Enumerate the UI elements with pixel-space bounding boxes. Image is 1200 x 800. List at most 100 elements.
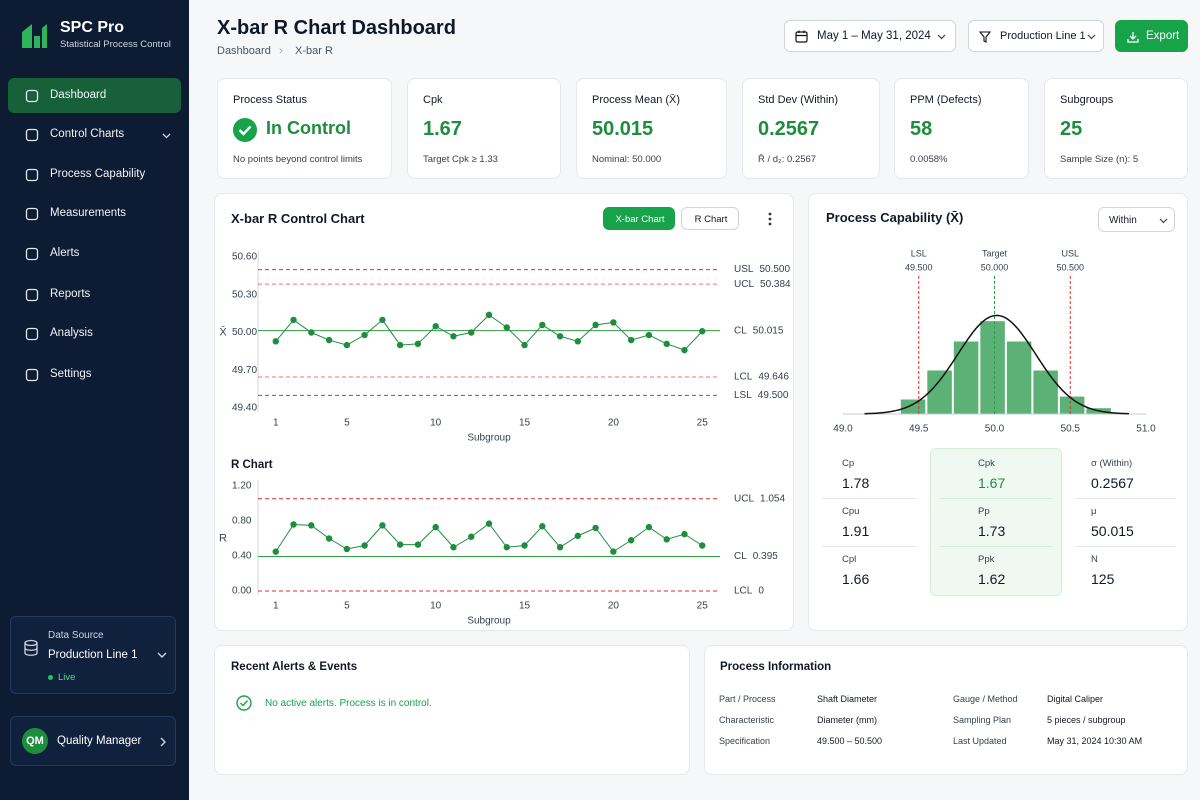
- breadcrumb[interactable]: Dashboard: [217, 45, 271, 57]
- nav-active: [8, 78, 181, 113]
- data-point: [521, 341, 528, 349]
- page-title: X-bar R Chart Dashboard: [217, 17, 456, 39]
- nav-icon: [25, 327, 39, 341]
- process-info-card: Process Information: [704, 645, 1188, 775]
- nav-item[interactable]: Alerts: [50, 247, 80, 259]
- data-point: [272, 338, 279, 345]
- x-tick-label: 15: [519, 418, 531, 429]
- divider: [822, 546, 917, 547]
- bar: [1059, 396, 1085, 414]
- data-point: [432, 523, 439, 531]
- data-source[interactable]: Data Source Production Line 1 Live: [10, 616, 176, 694]
- divider: [822, 498, 917, 499]
- mode-value: Within: [1109, 215, 1137, 226]
- ref-line-name: CL: [734, 551, 747, 562]
- y-tick-label: 0.40: [232, 551, 252, 562]
- nav-icon: [25, 247, 39, 261]
- y-tick-label: 1.20: [232, 481, 252, 492]
- data-point: [539, 321, 546, 329]
- nav-item[interactable]: Measurements: [50, 207, 127, 219]
- card-title: Process Information: [720, 661, 832, 673]
- user[interactable]: QM Quality Manager: [10, 716, 176, 766]
- kpi-value: 1.67: [423, 118, 462, 140]
- stat-value: 1.67: [978, 475, 1006, 491]
- data-point: [699, 328, 706, 335]
- r-tab[interactable]: R Chart: [681, 207, 739, 230]
- mode-select[interactable]: Within: [1098, 207, 1175, 232]
- data-point: [450, 333, 457, 340]
- kpi-note: No points beyond control limits: [233, 154, 363, 165]
- ref-line-value: 50.384: [760, 279, 791, 290]
- kpi-card: Cpk 1.67 Target Cpk ≥ 1.33: [407, 78, 561, 179]
- kpi-value: 25: [1060, 118, 1083, 140]
- data-point: [485, 520, 493, 527]
- kpi-value: 0.2567: [758, 118, 820, 140]
- ref-line-name: UCL: [734, 493, 754, 504]
- nav-item[interactable]: Process Capability: [50, 168, 146, 180]
- line-filter[interactable]: Production Line 1: [968, 20, 1104, 52]
- nav-item[interactable]: Control Charts: [50, 128, 125, 140]
- nav-item[interactable]: Reports: [50, 288, 91, 300]
- ref-line-name: LSL: [734, 390, 752, 401]
- data-point: [414, 340, 422, 348]
- data-point: [414, 541, 422, 548]
- y-axis-label: R: [219, 532, 227, 544]
- data-point: [627, 336, 635, 344]
- nav-icon: [25, 168, 39, 182]
- divider: [940, 498, 1052, 499]
- db-icon: [24, 639, 38, 656]
- series-line: [275, 314, 703, 351]
- data-point: [574, 532, 582, 540]
- kpi-card: Subgroups 25 Sample Size (n): 5: [1044, 78, 1188, 179]
- export-button[interactable]: Export: [1115, 20, 1188, 52]
- kpi-value: 58: [910, 118, 933, 140]
- data-point: [645, 523, 653, 531]
- kpi-note: Target Cpk ≥ 1.33: [423, 154, 498, 165]
- stat-value: 1.62: [978, 571, 1006, 587]
- x-tick-label: 1: [273, 601, 279, 612]
- bar: [980, 321, 1005, 414]
- more-menu[interactable]: [768, 212, 772, 226]
- histogram: 49.0 49.5 50.0 50.5 51.0 LSL 49.500 Target 50.00…: [833, 248, 1156, 434]
- ref-line-value: 0.395: [753, 551, 778, 562]
- kpi-label: Process Status: [233, 94, 307, 106]
- chevron: [162, 133, 171, 139]
- x-tick-label: 5: [344, 418, 350, 429]
- data-point: [325, 336, 333, 344]
- export-label: Export: [1146, 30, 1180, 42]
- ref-line-name: LCL: [734, 372, 753, 383]
- y-tick-label: 0.80: [232, 516, 252, 527]
- control-chart-card: X-bar R Control Chart X-bar Chart R Char…: [214, 193, 794, 631]
- data-point: [556, 333, 564, 340]
- bar: [1006, 341, 1032, 414]
- data-point: [539, 523, 546, 530]
- stat-value: 1.78: [842, 475, 870, 491]
- data-source-value: Production Line 1: [48, 649, 138, 661]
- ref-line-name: LSL: [911, 248, 927, 258]
- nav-item[interactable]: Analysis: [50, 327, 93, 339]
- x-axis-label: Subgroup: [467, 433, 511, 444]
- data-point: [308, 329, 315, 336]
- date-picker[interactable]: May 1 – May 31, 2024: [784, 20, 956, 52]
- data-point: [503, 324, 510, 331]
- nav-item[interactable]: Settings: [50, 368, 92, 380]
- y-tick-label: 0.00: [232, 586, 252, 597]
- ref-line-name: Target: [982, 248, 1008, 258]
- nav: Dashboard Control Charts Process Capabilit…: [0, 0, 189, 420]
- x-tick-label: 15: [519, 601, 531, 612]
- xbar-tab[interactable]: X-bar Chart: [603, 207, 675, 230]
- y-tick-label: 50.30: [232, 289, 257, 300]
- nav-item[interactable]: Dashboard: [50, 89, 107, 101]
- kpi-note: Nominal: 50.000: [592, 154, 662, 165]
- stat-value: 1.91: [842, 523, 870, 539]
- data-point: [361, 542, 368, 549]
- kpi-card: PPM (Defects) 58 0.0058%: [894, 78, 1029, 179]
- data-point: [663, 340, 670, 348]
- ref-line-name: LCL: [734, 586, 753, 597]
- ref-line-value: 50.015: [753, 325, 784, 336]
- brand: SPC Pro: [60, 19, 125, 36]
- y-tick-label: 49.70: [232, 365, 257, 376]
- stat-value: 1.73: [978, 523, 1006, 539]
- ref-line-value: 50.500: [1056, 262, 1084, 272]
- stat-label: Cpk: [978, 458, 995, 469]
